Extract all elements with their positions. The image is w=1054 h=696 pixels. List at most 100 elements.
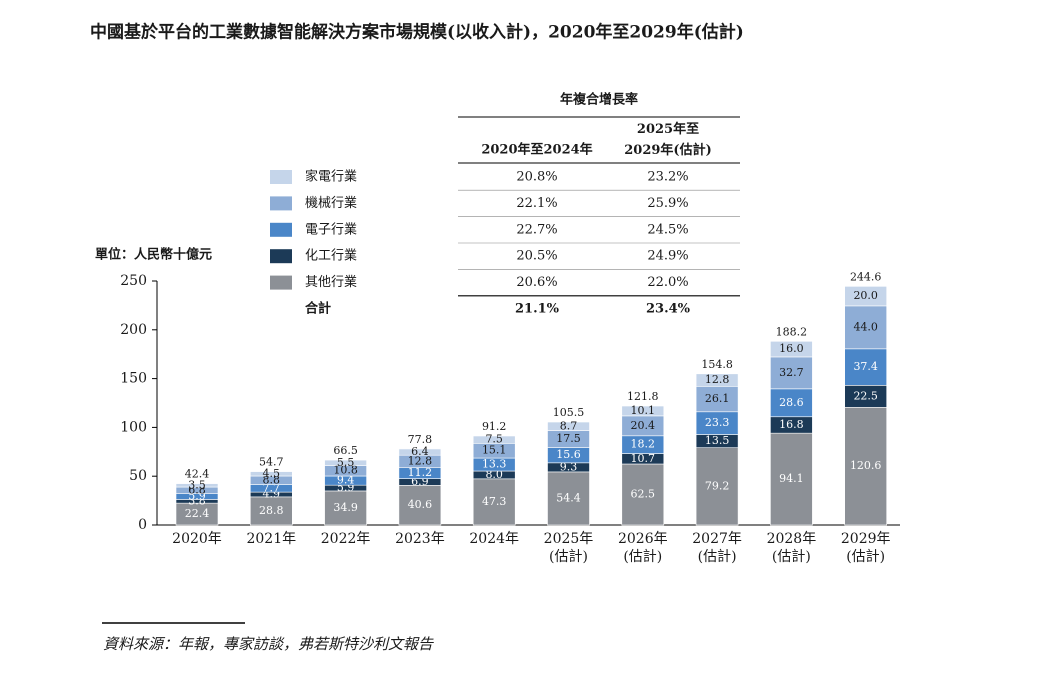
x-tick-label: 2023年 (395, 531, 445, 547)
legend-swatch (270, 275, 292, 290)
table-cell: 23.4% (646, 302, 691, 317)
value-label: 20.4 (631, 419, 656, 432)
table-cell: 23.2% (647, 170, 688, 185)
total-label: 244.6 (850, 270, 882, 283)
bar-segment (398, 485, 442, 526)
table-cell: 25.9% (647, 196, 688, 211)
table-cell: 20.8% (516, 170, 557, 185)
x-tick-label: 2026年(估計) (618, 531, 668, 565)
value-label: 13.5 (705, 434, 730, 447)
table-cell: 20.6% (516, 275, 557, 290)
x-tick-label: 2020年 (172, 531, 222, 547)
value-label: 22.4 (185, 507, 210, 520)
value-label: 10.1 (631, 404, 656, 417)
table-title: 年複合增長率 (560, 92, 638, 108)
value-label: 17.5 (556, 432, 581, 445)
legend-label: 化工行業 (305, 248, 357, 264)
value-label: 18.2 (631, 438, 656, 451)
x-tick-label: 2024年 (469, 531, 519, 547)
x-tick-label: 2027年(估計) (692, 531, 742, 565)
value-label: 94.1 (779, 472, 804, 485)
value-label: 11.2 (408, 466, 433, 479)
total-label: 42.4 (185, 468, 210, 481)
value-label: 40.6 (408, 498, 433, 511)
bar-segment (844, 406, 888, 526)
y-tick-label: 100 (120, 419, 147, 435)
y-tick-label: 250 (120, 273, 147, 289)
total-label: 66.5 (333, 444, 358, 457)
table-cell: 24.5% (647, 222, 688, 237)
total-label: 105.5 (553, 406, 585, 419)
legend-label: 家電行業 (305, 169, 357, 185)
table-cell: 22.7% (516, 222, 557, 237)
total-label: 188.2 (776, 325, 808, 338)
bar-segment (250, 496, 293, 526)
value-label: 37.4 (853, 360, 878, 373)
bar-segment (621, 463, 665, 526)
bar-segment (621, 405, 665, 417)
value-label: 120.6 (850, 459, 882, 472)
legend-swatch (270, 222, 292, 237)
bar-segment (547, 471, 590, 526)
legend-label: 其他行業 (305, 274, 357, 290)
total-label: 77.8 (408, 433, 433, 446)
y-tick-label: 0 (138, 517, 147, 533)
bar-segment (844, 286, 888, 307)
x-tick-label: 2021年 (246, 531, 296, 547)
x-tick-label: 2029年(估計) (841, 531, 891, 565)
value-label: 26.1 (705, 392, 730, 405)
legend-swatch (270, 170, 292, 184)
y-axis-label: 單位：人民幣十億元 (95, 247, 212, 263)
legend-swatch (270, 196, 292, 211)
value-label: 54.4 (556, 491, 581, 504)
value-label: 16.8 (779, 418, 804, 431)
source: 資料來源：年報，專家訪談，弗若斯特沙利文報告 (103, 635, 434, 653)
bar-segment (770, 341, 813, 358)
value-label: 12.8 (408, 454, 433, 467)
value-label: 32.7 (779, 366, 804, 379)
value-label: 79.2 (705, 479, 730, 492)
column-header: 2025年至 2029年(估計) (624, 121, 711, 158)
chart-title: 中國基於平台的工業數據智能解決方案市場規模(以收入計)，2020年至2029年(… (90, 22, 744, 43)
value-label: 28.6 (779, 396, 804, 409)
value-label: 15.1 (482, 444, 507, 457)
value-label: 10.7 (631, 452, 656, 465)
total-label: 91.2 (482, 420, 507, 433)
x-tick-label: 2025年(估計) (544, 531, 594, 565)
table-cell: 24.9% (647, 249, 688, 264)
bar-segment (250, 471, 293, 477)
x-tick-label: 2022年 (321, 531, 371, 547)
bar-segment (770, 356, 813, 390)
value-label: 47.3 (482, 495, 507, 508)
value-label: 62.5 (631, 488, 656, 501)
bar-segment (547, 421, 590, 431)
y-tick-label: 200 (120, 322, 147, 338)
y-tick-label: 150 (120, 371, 147, 387)
value-label: 8.8 (263, 473, 281, 486)
total-label: 154.8 (701, 358, 733, 371)
table-cell: 22.1% (516, 196, 557, 211)
value-label: 28.8 (259, 504, 284, 517)
bar-segment (175, 483, 219, 488)
table-cell: 20.5% (516, 249, 557, 264)
value-label: 34.9 (333, 501, 358, 514)
total-label: 121.8 (627, 390, 659, 403)
bar-segment (472, 435, 516, 444)
bar-segment (695, 386, 739, 413)
value-label: 44.0 (853, 320, 878, 333)
value-label: 3.5 (188, 478, 206, 491)
column-header: 2020年至2024年 (481, 142, 592, 158)
bar-segment (695, 447, 739, 526)
bar-segment (844, 305, 888, 350)
value-label: 12.8 (705, 373, 730, 386)
table-cell: 21.1% (515, 302, 560, 317)
value-label: 9.3 (560, 460, 578, 473)
value-label: 23.3 (705, 416, 730, 429)
x-tick-label: 2028年(估計) (767, 531, 817, 565)
table-cell: 22.0% (647, 275, 688, 290)
value-label: 22.5 (853, 389, 878, 402)
legend-label: 電子行業 (305, 221, 357, 237)
value-label: 16.0 (779, 342, 804, 355)
